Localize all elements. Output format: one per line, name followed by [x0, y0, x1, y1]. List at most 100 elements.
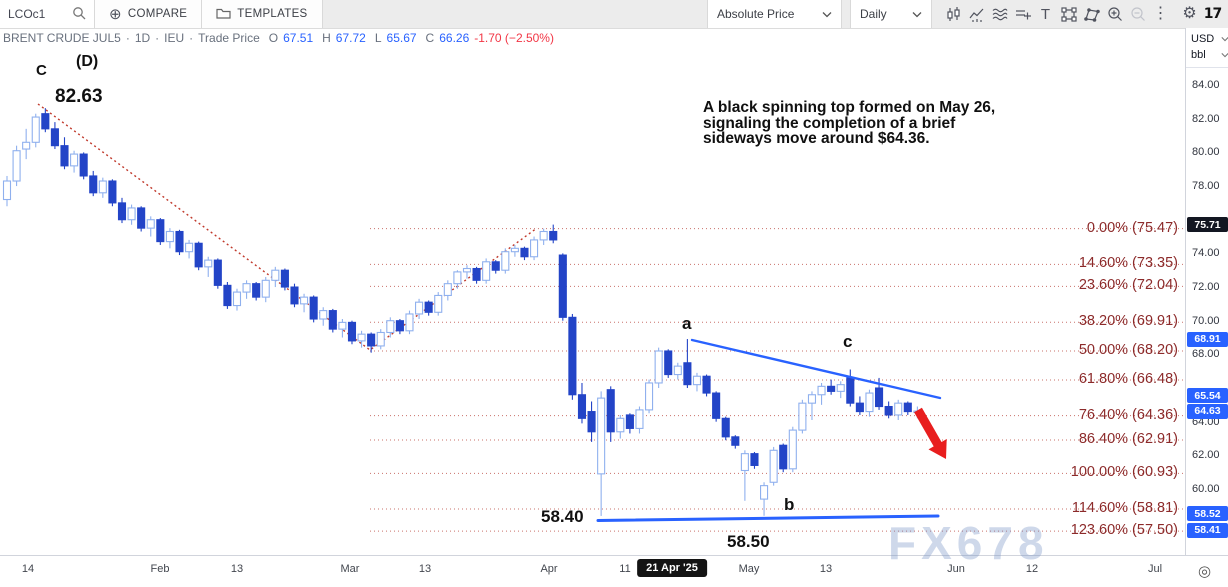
candle-body [865, 392, 874, 413]
peak-price-label: 82.63 [55, 86, 103, 107]
candle-body [280, 269, 289, 288]
candle-body [472, 267, 481, 281]
time-tick-label: 13 [418, 563, 432, 575]
price-axis[interactable]: USD bbl 84.00 82.00 80.00 78.00 74.00 72.00 70… [1185, 28, 1228, 555]
candle-body [712, 392, 721, 419]
chevron-down-icon [1221, 37, 1228, 42]
timezone-settings-icon[interactable]: ◎ [1198, 563, 1212, 580]
price-tick-label: 72.00 [1192, 281, 1220, 294]
candle-body [175, 230, 184, 253]
high-value: 67.72 [335, 30, 366, 45]
templates-button-label: TEMPLATES [237, 8, 308, 20]
currency-dropdown[interactable]: USD [1191, 31, 1228, 47]
candle-body [22, 141, 31, 150]
fib-level-label: 50.00% (68.20) [1078, 341, 1178, 358]
symbol-search-box[interactable]: LCOc1 [0, 0, 95, 28]
candle-body [79, 153, 88, 177]
price-tick-label: 82.00 [1192, 112, 1220, 125]
chart-canvas[interactable] [0, 0, 1185, 555]
candle-body [568, 316, 577, 396]
price-tick-label: 68.00 [1192, 348, 1220, 361]
candle-body [328, 310, 337, 330]
unit-dropdown[interactable]: bbl [1191, 47, 1228, 63]
support-price-left-label: 58.40 [541, 507, 584, 526]
candle-body [232, 291, 242, 307]
support-price-mid-label: 58.50 [727, 532, 770, 551]
interval-value: Daily [860, 7, 887, 21]
chevron-down-icon [822, 11, 832, 17]
text-tool-icon: T [1040, 5, 1051, 23]
zoom-in-icon [1107, 7, 1122, 21]
time-axis[interactable]: 14 Feb 13 Mar 13 Apr 11 21 Apr '25 May 13 Jun 12 Jul… [0, 555, 1228, 587]
candle-body [664, 350, 673, 376]
fib-level-label: 14.60% (73.35) [1078, 255, 1178, 272]
unit-selector-box: USD bbl [1186, 28, 1228, 68]
time-tick-label: Jul [1147, 563, 1163, 575]
low-label: L [374, 30, 382, 45]
waves-icon [992, 8, 1008, 21]
time-tick-label: May [738, 563, 760, 575]
candle-body [702, 375, 711, 394]
candle-body [558, 254, 567, 318]
templates-button[interactable]: TEMPLATES [202, 0, 323, 28]
indicators-button[interactable] [965, 0, 988, 28]
compare-waves-button[interactable] [988, 0, 1011, 28]
text-tool-button[interactable]: T [1034, 0, 1057, 28]
candle-body [31, 116, 40, 143]
candle-body [855, 402, 864, 413]
time-tick-label: 14 [21, 563, 35, 575]
candle-body [146, 219, 155, 229]
candle-body [252, 283, 261, 298]
candle-body [501, 251, 510, 271]
zoom-out-icon [1130, 7, 1145, 21]
price-badge: 58.41 [1187, 522, 1228, 538]
candle-body [520, 247, 529, 258]
candle-body [654, 350, 663, 384]
annotation-line-3: sideways move around $64.36. [703, 130, 930, 147]
price-badge: 75.71 [1187, 217, 1228, 233]
time-tick-label: 13 [819, 563, 833, 575]
chart-style-button[interactable] [942, 0, 965, 28]
annotation-line-1: A black spinning top formed on May 26, [703, 99, 996, 116]
candle-body [827, 385, 836, 392]
candle-body [41, 113, 50, 130]
compare-button[interactable]: ⊕ COMPARE [95, 0, 203, 28]
price-tick-label: 60.00 [1192, 483, 1220, 495]
candle-body [98, 180, 107, 194]
shapes-button[interactable] [1057, 0, 1080, 28]
time-tick-label: 12 [1025, 563, 1039, 575]
candle-body [606, 389, 615, 433]
candle-body [836, 384, 845, 392]
candle-body [788, 429, 797, 470]
series-type-label: Trade Price [198, 30, 260, 45]
more-options-button[interactable]: ⋮ [1149, 0, 1172, 28]
scale-settings-button[interactable] [1011, 0, 1034, 28]
zoom-out-button[interactable] [1126, 0, 1149, 28]
fib-level-label: 100.00% (60.93) [1070, 464, 1178, 481]
price-badge: 68.91 [1187, 331, 1228, 347]
candle-body [721, 417, 730, 438]
zoom-in-button[interactable] [1103, 0, 1126, 28]
wave-label-C: C [36, 62, 47, 79]
analyst-annotation: A black spinning top formed on May 26, s… [703, 100, 995, 147]
tradingview-logo-button[interactable]: 17 [1201, 0, 1224, 28]
price-tick-label: 64.00 [1192, 415, 1220, 428]
polygon-tool-button[interactable] [1080, 0, 1103, 28]
candle-body [587, 411, 596, 433]
time-tick-label: Mar [340, 563, 360, 575]
candle-body [884, 405, 893, 416]
candle-body [300, 296, 309, 305]
interval-dropdown[interactable]: Daily [850, 0, 932, 28]
candle-body [405, 313, 414, 332]
settings-button[interactable]: ⚙ [1178, 0, 1201, 28]
candle-body [549, 230, 558, 241]
price-badge: 65.54 [1187, 388, 1228, 404]
search-icon[interactable] [72, 6, 86, 23]
candle-body [357, 333, 366, 342]
candlestick-style-icon [947, 6, 960, 21]
price-scale-dropdown[interactable]: Absolute Price [707, 0, 842, 28]
timeframe-label[interactable]: 1D [134, 30, 151, 45]
symbol-title[interactable]: BRENT CRUDE JUL5 [3, 30, 121, 45]
candle-body [731, 436, 740, 446]
candle-body [453, 271, 462, 285]
